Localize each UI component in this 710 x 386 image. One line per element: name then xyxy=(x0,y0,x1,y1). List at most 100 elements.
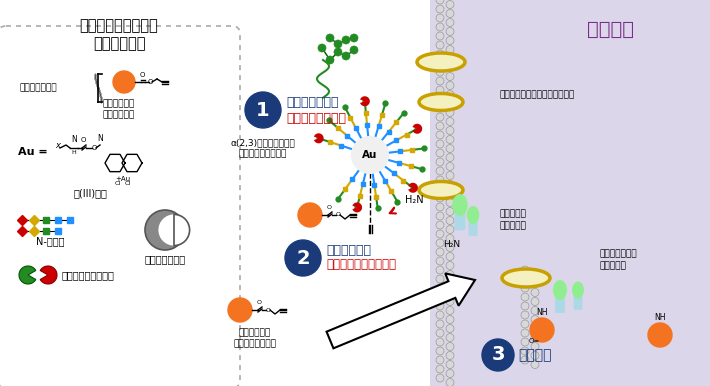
Circle shape xyxy=(436,185,444,193)
Bar xyxy=(430,0,710,386)
Text: 糖鎖を認識する部分: 糖鎖を認識する部分 xyxy=(62,270,115,280)
Circle shape xyxy=(436,68,444,76)
Circle shape xyxy=(446,81,454,90)
Circle shape xyxy=(446,171,454,179)
Text: 糖鎖パターン認識: 糖鎖パターン認識 xyxy=(286,112,346,125)
Text: O: O xyxy=(336,213,341,217)
Text: O: O xyxy=(148,79,153,85)
Circle shape xyxy=(521,293,529,301)
Text: 3: 3 xyxy=(491,345,505,364)
Circle shape xyxy=(531,306,539,315)
Circle shape xyxy=(446,352,454,359)
Ellipse shape xyxy=(419,93,463,110)
Circle shape xyxy=(446,288,454,296)
Circle shape xyxy=(436,338,444,346)
Text: NH: NH xyxy=(654,313,666,322)
Text: Au: Au xyxy=(362,150,378,160)
Text: O=: O= xyxy=(529,338,540,344)
Circle shape xyxy=(446,315,454,323)
Text: O: O xyxy=(327,205,332,210)
Circle shape xyxy=(446,244,454,252)
Circle shape xyxy=(342,36,350,44)
Text: H₂N: H₂N xyxy=(405,195,424,205)
Circle shape xyxy=(436,77,444,85)
Circle shape xyxy=(436,293,444,301)
Wedge shape xyxy=(314,133,324,143)
Circle shape xyxy=(482,339,514,371)
Ellipse shape xyxy=(466,206,479,224)
Circle shape xyxy=(446,181,454,188)
Circle shape xyxy=(436,212,444,220)
Text: O: O xyxy=(256,300,261,305)
Circle shape xyxy=(436,248,444,256)
Circle shape xyxy=(446,361,454,369)
Text: N: N xyxy=(71,135,77,144)
Circle shape xyxy=(531,334,539,342)
FancyBboxPatch shape xyxy=(454,204,465,230)
Ellipse shape xyxy=(419,181,463,198)
Circle shape xyxy=(436,329,444,337)
Text: 体内遷移金属触媒反応: 体内遷移金属触媒反応 xyxy=(326,259,396,271)
Circle shape xyxy=(446,198,454,207)
Circle shape xyxy=(436,365,444,373)
Circle shape xyxy=(326,34,334,42)
Text: 2: 2 xyxy=(296,249,310,267)
Circle shape xyxy=(531,352,539,359)
Circle shape xyxy=(446,252,454,261)
Circle shape xyxy=(446,10,454,17)
Circle shape xyxy=(326,56,334,64)
Text: Cl: Cl xyxy=(115,181,121,186)
Circle shape xyxy=(446,100,454,107)
FancyBboxPatch shape xyxy=(574,289,582,310)
Text: NH: NH xyxy=(536,308,547,317)
Circle shape xyxy=(318,44,326,52)
Circle shape xyxy=(446,135,454,144)
Circle shape xyxy=(648,323,672,347)
Circle shape xyxy=(446,64,454,71)
Circle shape xyxy=(446,144,454,152)
Circle shape xyxy=(446,127,454,134)
Wedge shape xyxy=(145,210,185,250)
Circle shape xyxy=(521,320,529,328)
Circle shape xyxy=(446,279,454,288)
Circle shape xyxy=(446,342,454,350)
FancyArrow shape xyxy=(327,273,475,348)
FancyBboxPatch shape xyxy=(0,26,240,386)
Text: 血清アルブミン: 血清アルブミン xyxy=(144,254,185,264)
Text: O: O xyxy=(139,72,145,78)
Circle shape xyxy=(436,32,444,40)
Circle shape xyxy=(436,374,444,382)
Circle shape xyxy=(446,154,454,161)
Circle shape xyxy=(352,137,388,173)
Circle shape xyxy=(446,108,454,117)
Circle shape xyxy=(436,140,444,148)
Wedge shape xyxy=(413,124,422,134)
Circle shape xyxy=(436,122,444,130)
Circle shape xyxy=(521,356,529,364)
Circle shape xyxy=(446,46,454,54)
Wedge shape xyxy=(40,266,57,284)
Circle shape xyxy=(436,194,444,202)
Wedge shape xyxy=(352,202,362,212)
Circle shape xyxy=(531,288,539,296)
Circle shape xyxy=(298,203,322,227)
Circle shape xyxy=(531,325,539,332)
Circle shape xyxy=(436,320,444,328)
Text: N-型糖鎖: N-型糖鎖 xyxy=(36,236,64,246)
Circle shape xyxy=(446,190,454,198)
Circle shape xyxy=(436,14,444,22)
Text: N: N xyxy=(97,134,103,143)
Circle shape xyxy=(446,261,454,269)
Text: プロバルギル
エステルプローブ: プロバルギル エステルプローブ xyxy=(234,328,276,348)
Ellipse shape xyxy=(417,53,465,71)
Text: O: O xyxy=(80,137,86,143)
Text: H: H xyxy=(72,150,77,155)
Circle shape xyxy=(446,334,454,342)
Circle shape xyxy=(350,46,358,54)
Circle shape xyxy=(334,48,342,56)
Circle shape xyxy=(446,271,454,279)
Circle shape xyxy=(446,37,454,44)
Circle shape xyxy=(436,104,444,112)
Wedge shape xyxy=(19,266,36,284)
Circle shape xyxy=(436,23,444,31)
